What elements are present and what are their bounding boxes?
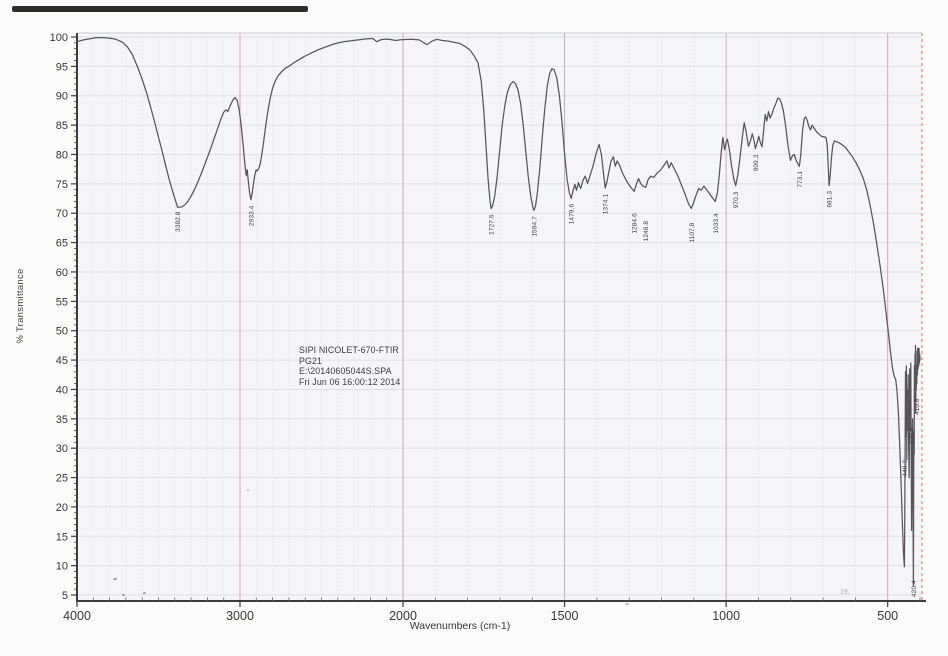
annotation-line: E:\20140605044S.SPA bbox=[299, 366, 392, 377]
y-tick-label: 70 bbox=[56, 208, 68, 220]
y-tick-label: 15 bbox=[56, 531, 68, 543]
peak-label: 1479.6 bbox=[569, 204, 576, 225]
peak-label: 1594.7 bbox=[532, 216, 539, 237]
peak-label: 773.1 bbox=[797, 171, 804, 188]
y-tick-label: 40 bbox=[56, 384, 68, 396]
y-tick-label: 55 bbox=[56, 296, 68, 308]
y-tick-label: 85 bbox=[56, 120, 68, 132]
y-tick-label: 100 bbox=[50, 32, 68, 44]
y-tick-label: 5 bbox=[62, 590, 68, 602]
x-tick-label: 1500 bbox=[551, 609, 579, 623]
peak-label: 2933.4 bbox=[248, 205, 255, 226]
scan-speck bbox=[122, 594, 125, 596]
y-tick-label: 75 bbox=[56, 179, 68, 191]
scan-faint-mark: 19. bbox=[840, 589, 850, 596]
y-tick-label: 35 bbox=[56, 414, 68, 426]
y-tick-label: 90 bbox=[56, 91, 68, 103]
peak-label: 448.2 bbox=[902, 460, 909, 477]
peak-label: 420.4 bbox=[911, 580, 918, 597]
x-axis-title: Wavenumbers (cm-1) bbox=[409, 620, 511, 632]
instrument-annotation: SIPI NICOLET-670-FTIR PG21 E:\2014060504… bbox=[299, 345, 400, 388]
peak-label: 681.3 bbox=[827, 191, 834, 208]
annotation-line: SIPI NICOLET-670-FTIR bbox=[299, 345, 399, 355]
y-tick-label: 95 bbox=[56, 61, 68, 73]
peak-label: 970.3 bbox=[733, 191, 740, 208]
y-tick-label: 25 bbox=[56, 473, 68, 485]
y-tick-label: 65 bbox=[56, 238, 68, 250]
peak-label: 909.3 bbox=[753, 154, 760, 171]
x-tick-label: 4000 bbox=[63, 609, 91, 623]
peak-label: 1248.8 bbox=[643, 221, 650, 242]
peak-label: 1727.6 bbox=[489, 214, 496, 235]
peak-label: 1107.8 bbox=[689, 222, 696, 242]
annotation-line: Fri Jun 06 16:00:12 2014 bbox=[299, 377, 401, 388]
y-tick-label: 30 bbox=[56, 443, 68, 455]
peak-label: 410.8 bbox=[914, 398, 921, 415]
peak-label: 1374.1 bbox=[603, 194, 610, 215]
x-tick-label: 500 bbox=[877, 609, 898, 623]
peak-label: 3382.8 bbox=[175, 211, 182, 232]
annotation-line: PG21 bbox=[299, 355, 323, 366]
spectrum-curve bbox=[76, 36, 921, 587]
y-tick-label: 10 bbox=[56, 561, 68, 573]
y-tick-label: 80 bbox=[56, 149, 68, 161]
scan-artifact-bar bbox=[12, 6, 308, 12]
x-tick-label: 1000 bbox=[712, 609, 740, 623]
x-tick-label: 2000 bbox=[389, 609, 417, 623]
y-tick-label: 20 bbox=[56, 502, 68, 514]
peak-label: 1033.4 bbox=[713, 213, 720, 234]
peak-label: 1284.6 bbox=[632, 213, 639, 234]
y-axis-title: % Transmittance bbox=[15, 268, 26, 344]
y-tick-label: 60 bbox=[56, 267, 68, 279]
scan-speck bbox=[143, 592, 146, 594]
y-tick-label: 45 bbox=[56, 355, 68, 367]
y-tick-label: 50 bbox=[56, 326, 68, 338]
peak-label: 428.4 bbox=[908, 427, 915, 444]
x-tick-label: 3000 bbox=[226, 609, 254, 623]
scan-speck bbox=[247, 489, 249, 491]
